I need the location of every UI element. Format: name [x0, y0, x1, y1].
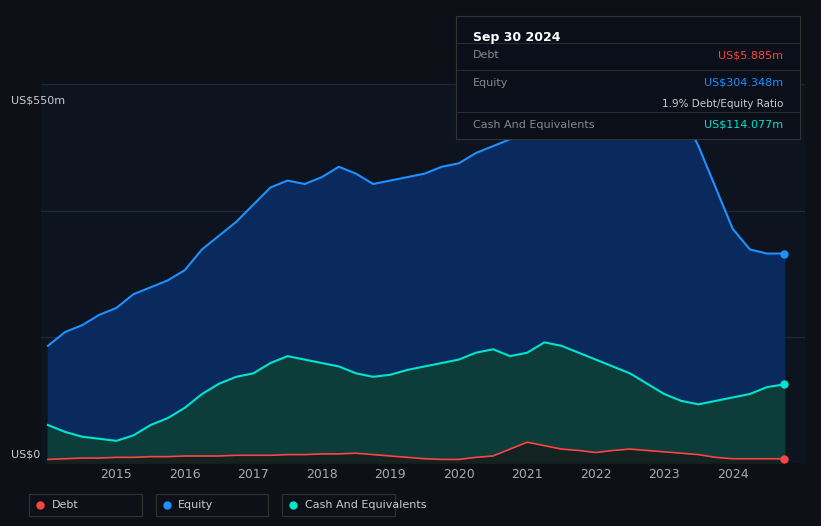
Text: Debt: Debt	[473, 50, 500, 60]
Text: US$550m: US$550m	[11, 96, 65, 106]
Text: Sep 30 2024: Sep 30 2024	[473, 31, 561, 44]
Text: 1.9% Debt/Equity Ratio: 1.9% Debt/Equity Ratio	[662, 98, 783, 108]
FancyBboxPatch shape	[156, 494, 268, 516]
Text: Cash And Equivalents: Cash And Equivalents	[305, 500, 426, 510]
Text: US$304.348m: US$304.348m	[704, 78, 783, 88]
Text: Equity: Equity	[473, 78, 508, 88]
Text: Cash And Equivalents: Cash And Equivalents	[473, 119, 594, 129]
Text: Equity: Equity	[178, 500, 213, 510]
Text: US$5.885m: US$5.885m	[718, 50, 783, 60]
Text: Debt: Debt	[52, 500, 79, 510]
Text: US$0: US$0	[11, 449, 39, 459]
FancyBboxPatch shape	[30, 494, 142, 516]
Text: US$114.077m: US$114.077m	[704, 119, 783, 129]
FancyBboxPatch shape	[282, 494, 395, 516]
